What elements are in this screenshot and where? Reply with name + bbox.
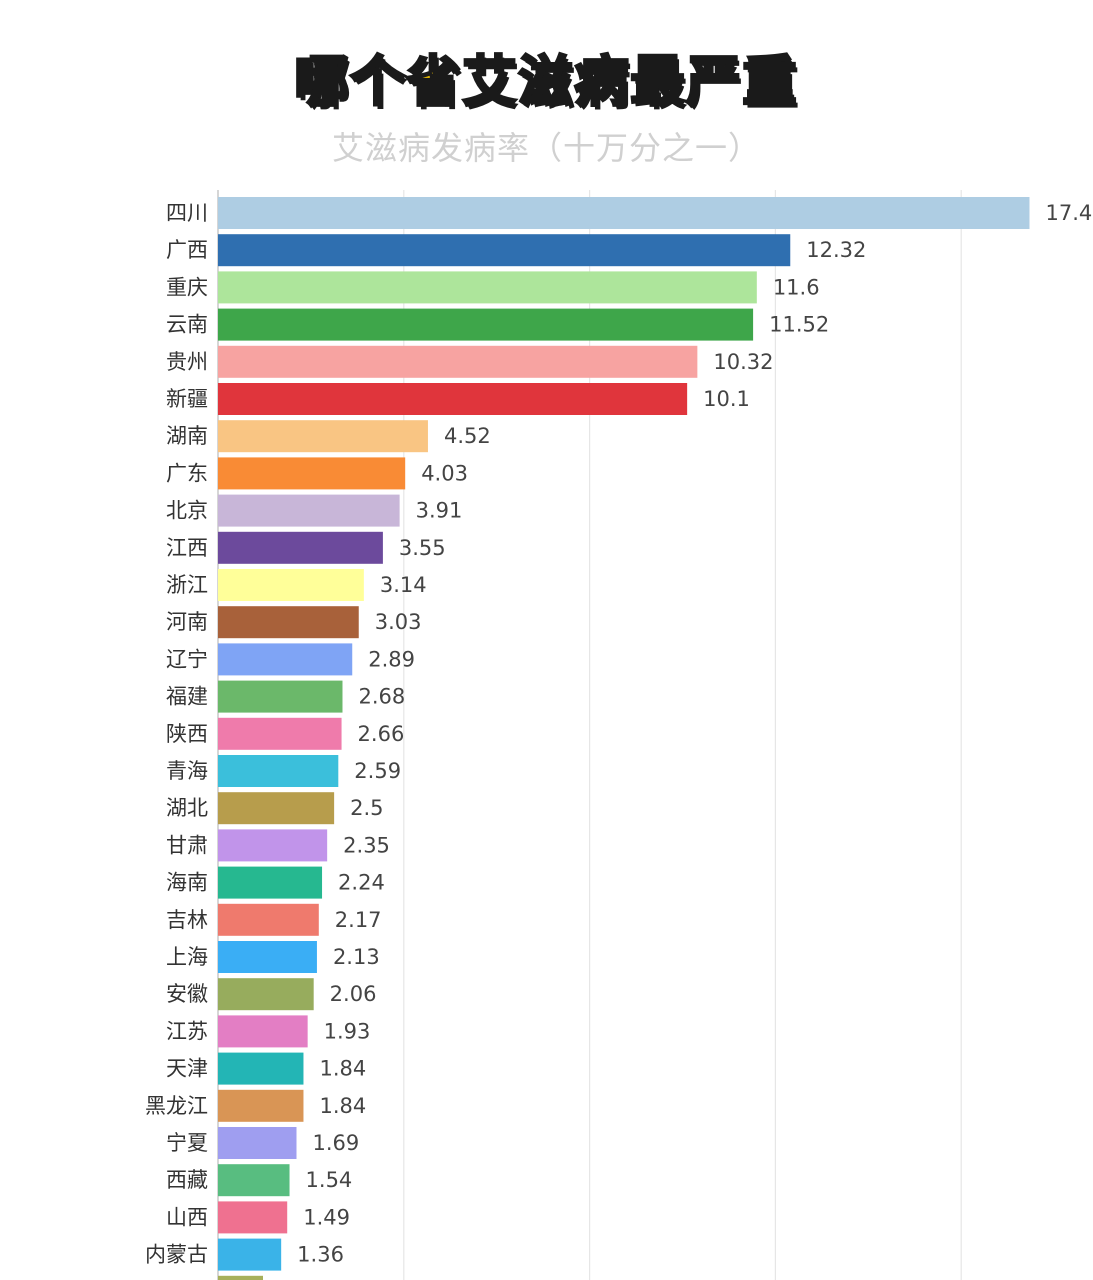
category-label: 北京 <box>166 499 208 523</box>
category-label: 黑龙江 <box>145 1094 208 1118</box>
value-label: 4.52 <box>444 424 491 448</box>
bar-21 <box>218 941 317 973</box>
bar-cut-off <box>218 1275 263 1280</box>
category-label: 广东 <box>166 461 208 485</box>
bar-6 <box>218 383 688 415</box>
bars <box>218 197 1030 1280</box>
value-label: 1.49 <box>303 1205 350 1229</box>
bar-15 <box>218 717 342 750</box>
category-label: 福建 <box>166 685 208 709</box>
bar-20 <box>218 903 319 936</box>
category-label: 宁夏 <box>166 1131 208 1155</box>
bar-17 <box>218 792 335 825</box>
value-label: 3.03 <box>375 610 422 634</box>
value-label: 2.59 <box>354 759 401 783</box>
bar-14 <box>218 680 343 713</box>
value-label: 1.36 <box>297 1243 344 1267</box>
category-label: 浙江 <box>166 573 208 597</box>
category-label: 四川 <box>166 201 208 225</box>
bar-28 <box>218 1201 288 1234</box>
category-label: 吉林 <box>166 908 208 932</box>
bar-27 <box>218 1164 290 1197</box>
value-label: 1.84 <box>319 1057 366 1081</box>
category-label: 贵州 <box>166 350 208 374</box>
value-label: 10.32 <box>713 350 773 374</box>
value-label: 2.35 <box>343 833 390 857</box>
value-label: 1.69 <box>313 1131 360 1155</box>
bar-25 <box>218 1089 304 1122</box>
category-label: 内蒙古 <box>145 1243 208 1267</box>
category-label: 江苏 <box>166 1019 208 1043</box>
value-label: 12.32 <box>806 238 866 262</box>
category-label: 云南 <box>166 313 208 337</box>
value-label: 3.55 <box>399 536 446 560</box>
value-label: 17.47 <box>1045 201 1093 225</box>
value-label: 2.68 <box>358 685 405 709</box>
category-label: 陕西 <box>166 722 208 746</box>
chart-headline: 哪个省艾滋病最严重 <box>293 49 799 115</box>
value-label: 2.13 <box>333 945 380 969</box>
bar-3 <box>218 271 757 304</box>
bar-19 <box>218 866 323 899</box>
bar-29 <box>218 1238 282 1271</box>
category-label: 青海 <box>166 759 208 783</box>
value-label: 2.24 <box>338 871 385 895</box>
bar-26 <box>218 1127 297 1159</box>
value-label: 3.14 <box>380 573 427 597</box>
bar-22 <box>218 978 314 1011</box>
bar-23 <box>218 1015 308 1048</box>
bar-10 <box>218 531 383 564</box>
value-label: 2.66 <box>358 722 405 746</box>
category-label: 上海 <box>166 945 208 969</box>
category-label: 河南 <box>166 610 208 634</box>
category-label: 海南 <box>166 871 208 895</box>
bar-12 <box>218 606 359 639</box>
category-label: 重庆 <box>166 275 208 299</box>
bar-18 <box>218 829 328 862</box>
value-label: 4.03 <box>421 461 468 485</box>
value-label: 2.5 <box>350 796 383 820</box>
bar-8 <box>218 457 406 490</box>
category-label: 西藏 <box>166 1168 208 1192</box>
chart-title: 艾滋病发病率（十万分之一） <box>331 129 761 167</box>
value-label: 3.91 <box>416 499 463 523</box>
value-label: 2.06 <box>330 982 377 1006</box>
category-label: 天津 <box>166 1057 208 1081</box>
labels: 四川 17.47 广西 12.32 重庆 11.6 云南 11.52 贵州 10.32 新疆 10.1… <box>145 201 1093 1267</box>
bar-2 <box>218 234 791 267</box>
category-label: 新疆 <box>166 387 208 411</box>
value-label: 2.17 <box>335 908 382 932</box>
bar-7 <box>218 420 428 453</box>
category-label: 广西 <box>166 238 208 262</box>
bar-11 <box>218 569 364 601</box>
category-label: 辽宁 <box>166 647 208 671</box>
bar-24 <box>218 1052 304 1085</box>
category-label: 山西 <box>166 1205 208 1229</box>
bar-13 <box>218 643 353 676</box>
value-label: 1.93 <box>324 1019 371 1043</box>
value-label: 10.1 <box>703 387 750 411</box>
bar-5 <box>218 345 698 378</box>
bar-16 <box>218 755 339 787</box>
bar-4 <box>218 308 754 341</box>
category-label: 湖南 <box>166 424 208 448</box>
value-label: 1.54 <box>306 1168 353 1192</box>
bar-9 <box>218 494 400 527</box>
bar-1 <box>218 197 1030 229</box>
value-label: 1.84 <box>319 1094 366 1118</box>
category-label: 江西 <box>166 536 208 560</box>
category-label: 安徽 <box>166 982 208 1006</box>
value-label: 11.6 <box>773 275 820 299</box>
value-label: 11.52 <box>769 313 829 337</box>
value-label: 2.89 <box>368 647 415 671</box>
category-label: 湖北 <box>166 796 208 820</box>
category-label: 甘肃 <box>166 833 208 857</box>
